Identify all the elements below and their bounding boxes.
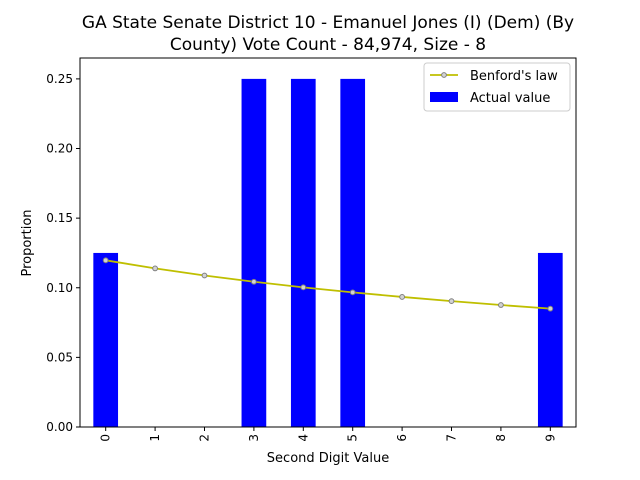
benford-point-1 [152, 265, 158, 272]
plot-area-frame [79, 57, 577, 428]
bars-group [93, 78, 563, 428]
bar-5 [340, 78, 366, 428]
benford-point-2 [201, 272, 208, 279]
bar-9 [537, 252, 563, 427]
benford-point-7 [448, 298, 455, 305]
y-tick-label: 0.00 [46, 420, 73, 434]
bar-3 [241, 78, 267, 428]
x-tick-label: 7 [445, 434, 459, 442]
bar-0 [93, 252, 119, 427]
y-axis-label: Proportion [20, 209, 35, 276]
legend-benford-marker [441, 72, 447, 78]
chart-title-line-1: GA State Senate District 10 - Emanuel Jo… [82, 13, 574, 33]
legend-actual-swatch [430, 92, 458, 102]
x-tick-label: 3 [247, 434, 261, 442]
y-tick-label: 0.15 [46, 211, 73, 225]
x-tick-label: 0 [99, 434, 113, 442]
benford-point-5 [349, 289, 356, 296]
benford-point-8 [498, 302, 504, 308]
x-axis-label: Second Digit Value [267, 451, 389, 466]
y-axis: 0.00 0.05 0.10 0.15 0.20 0.25 [46, 72, 80, 434]
x-tick-label: 8 [494, 434, 508, 442]
x-tick-label: 1 [148, 434, 162, 442]
x-tick-label: 9 [543, 434, 557, 442]
benford-point-9 [547, 305, 554, 312]
x-tick-label: 4 [296, 434, 310, 442]
legend-box [423, 62, 571, 112]
benford-line [105, 259, 551, 310]
benford-point-3 [250, 278, 257, 285]
legend-actual-label: Actual value [470, 91, 550, 106]
x-tick-label: 2 [197, 434, 211, 442]
y-tick-label: 0.05 [46, 350, 73, 364]
legend: Benford's law Actual value [423, 62, 571, 112]
y-tick-label: 0.20 [46, 142, 73, 156]
benford-point-0 [102, 257, 109, 264]
y-tick-label: 0.25 [46, 72, 73, 86]
chart-title-line-2: County) Vote Count - 84,974, Size - 8 [170, 35, 486, 55]
x-axis: 0 1 2 3 4 5 6 7 8 9 [99, 427, 557, 442]
benford-line-group [102, 257, 554, 312]
benford-point-4 [300, 284, 307, 291]
x-tick-label: 5 [346, 434, 360, 442]
x-tick-label: 6 [395, 434, 409, 442]
y-tick-label: 0.10 [46, 281, 73, 295]
benford-point-6 [399, 294, 406, 300]
bar-4 [290, 78, 316, 428]
legend-benford-label: Benford's law [470, 69, 558, 84]
